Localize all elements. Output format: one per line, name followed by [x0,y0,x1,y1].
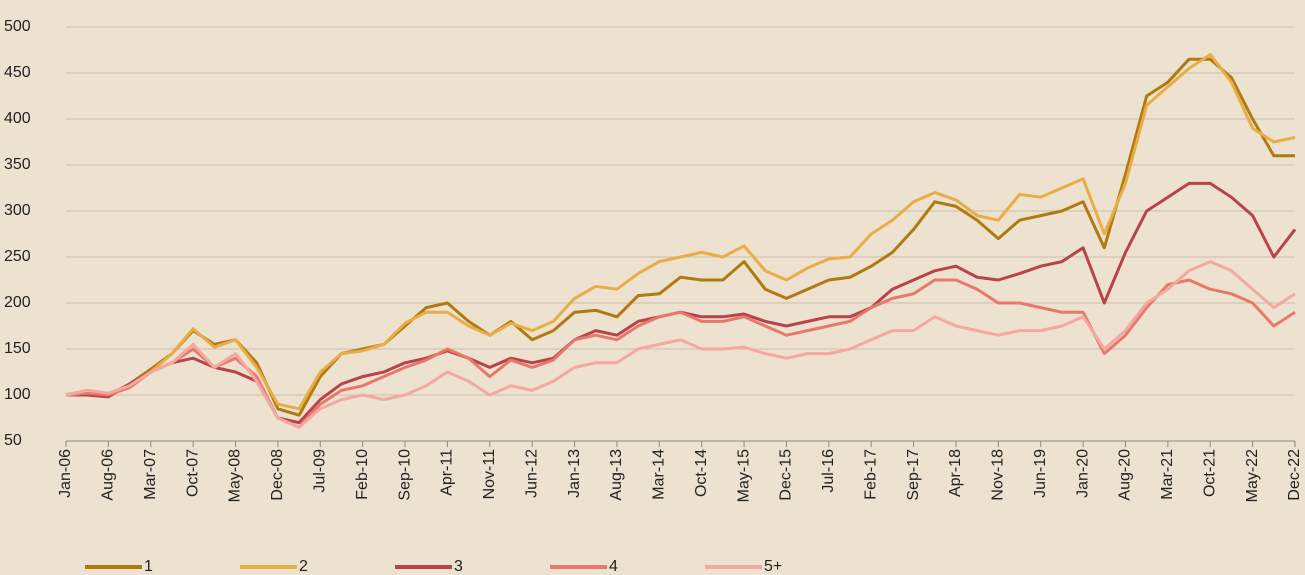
y-tick-label: 150 [4,340,31,357]
x-tick-label: Jan-06 [57,449,74,498]
y-tick-label: 400 [4,110,31,127]
x-tick-label: May-15 [735,449,752,502]
y-tick-label: 450 [4,64,31,81]
series-line [65,278,1296,429]
y-tick-label: 200 [4,294,31,311]
x-tick-label: Oct-21 [1201,449,1218,497]
y-tick-label: 350 [4,156,31,173]
x-tick-label: Nov-18 [990,449,1007,501]
series-line [65,260,1296,429]
series-line [65,57,1295,417]
y-tick-label: 50 [4,432,22,449]
x-tick-label: Sep-17 [905,449,922,501]
x-tick-label: Dec-08 [269,449,286,501]
y-tick-label: 300 [4,202,31,219]
x-tick-label: Jan-20 [1074,449,1091,498]
legend-label: 4 [609,558,618,575]
x-tick-label: Mar-21 [1159,449,1176,500]
x-tick-label: Jun-12 [523,449,540,498]
x-tick-label: Dec-22 [1286,449,1303,501]
x-tick-label: Feb-10 [354,449,371,500]
x-tick-label: Mar-14 [651,449,668,500]
y-tick-label: 100 [4,386,31,403]
x-tick-label: Apr-18 [947,449,964,497]
legend-label: 1 [144,558,153,575]
x-tick-label: Jun-19 [1032,449,1049,498]
y-tick-label: 250 [4,248,31,265]
x-tick-label: Nov-11 [481,449,498,499]
legend-label: 3 [454,558,463,575]
x-tick-label: Oct-14 [693,449,710,497]
x-tick-label: Jul-09 [311,449,328,493]
x-tick-label: Feb-17 [862,449,879,500]
x-tick-label: Oct-07 [184,449,201,497]
x-tick-label: Sep-10 [396,449,413,501]
x-tick-label: Jan-13 [566,449,583,498]
x-tick-label: Mar-07 [142,449,159,500]
x-tick-label: Apr-11 [439,449,456,496]
x-tick-label: May-22 [1244,449,1261,502]
y-tick-label: 500 [4,18,31,35]
x-tick-label: Aug-20 [1117,449,1134,501]
x-tick-label: Dec-15 [778,449,795,501]
series-line [65,53,1296,411]
x-tick-label: Aug-13 [608,449,625,501]
x-tick-label: Aug-06 [100,449,117,501]
legend-label: 5+ [764,558,782,575]
x-tick-label: Jul-16 [820,449,837,493]
legend-label: 2 [299,558,308,575]
x-tick-label: May-08 [227,449,244,502]
